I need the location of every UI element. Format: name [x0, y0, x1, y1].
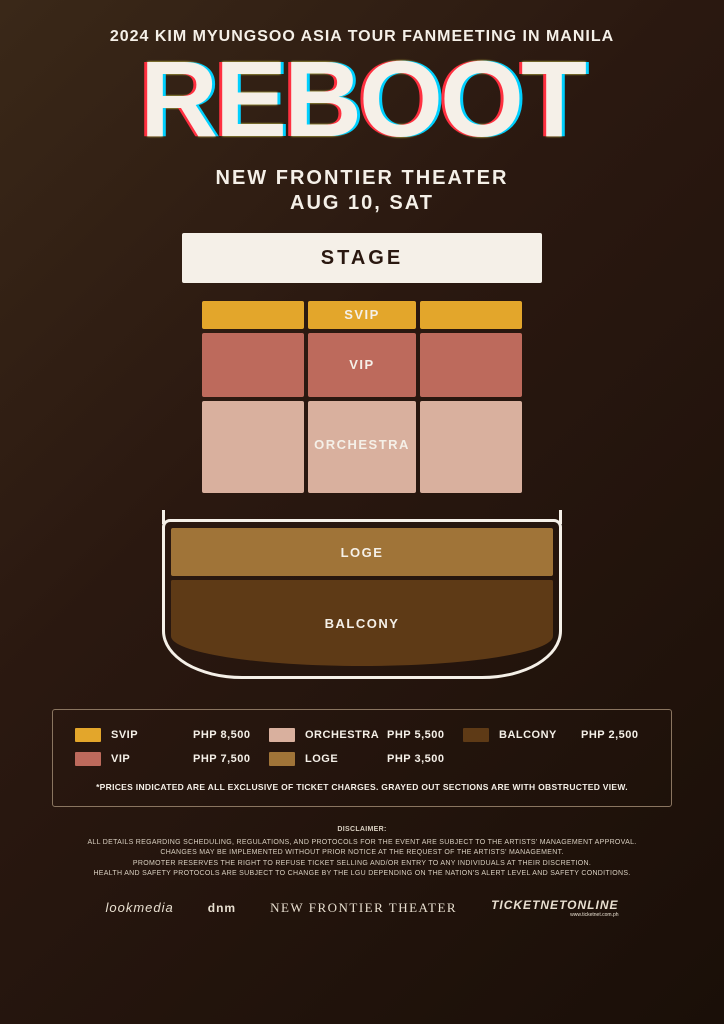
- floor-sections: SVIP VIP ORCHESTRA: [202, 301, 522, 493]
- orchestra-right: [420, 401, 522, 493]
- legend-name: BALCONY: [499, 729, 571, 741]
- sponsor-dnm: dnm: [208, 901, 236, 915]
- legend-item-orchestra: ORCHESTRA PHP 5,500: [269, 728, 455, 742]
- upper-sections: LOGE BALCONY: [162, 519, 562, 679]
- vip-right: [420, 333, 522, 397]
- stage-box: STAGE: [182, 233, 542, 283]
- legend-price: PHP 3,500: [387, 753, 445, 765]
- legend-price: PHP 7,500: [193, 753, 251, 765]
- legend-name: LOGE: [305, 753, 377, 765]
- seating-map: STAGE SVIP VIP ORCHESTRA LOGE: [142, 233, 582, 679]
- legend-price: PHP 8,500: [193, 729, 251, 741]
- swatch-orchestra: [269, 728, 295, 742]
- vip-left: [202, 333, 304, 397]
- disclaimer-heading: DISCLAIMER:: [87, 825, 636, 836]
- main-title: REBOOT: [140, 50, 584, 147]
- legend-item-svip: SVIP PHP 8,500: [75, 728, 261, 742]
- loge-box: LOGE: [171, 528, 553, 576]
- legend-price: PHP 5,500: [387, 729, 445, 741]
- legend-name: VIP: [111, 753, 183, 765]
- venue-block: NEW FRONTIER THEATER AUG 10, SAT: [216, 167, 509, 215]
- disclaimer: DISCLAIMER: ALL DETAILS REGARDING SCHEDU…: [87, 825, 636, 880]
- venue-date: AUG 10, SAT: [216, 192, 509, 215]
- swatch-vip: [75, 752, 101, 766]
- swatch-balcony: [463, 728, 489, 742]
- legend-item-balcony: BALCONY PHP 2,500: [463, 728, 649, 742]
- disclaimer-line: ALL DETAILS REGARDING SCHEDULING, REGULA…: [87, 838, 636, 849]
- sponsor-new-frontier: NEW FRONTIER THEATER: [270, 900, 457, 916]
- swatch-svip: [75, 728, 101, 742]
- sponsor-ticketnet: TICKETNETONLINE www.ticketnet.com.ph: [491, 898, 618, 918]
- vip-center: [308, 333, 415, 397]
- disclaimer-line: PROMOTER RESERVES THE RIGHT TO REFUSE TI…: [87, 859, 636, 870]
- legend-item-vip: VIP PHP 7,500: [75, 752, 261, 766]
- svip-left: [202, 301, 304, 329]
- legend-name: ORCHESTRA: [305, 729, 377, 741]
- pricing-legend: SVIP PHP 8,500 ORCHESTRA PHP 5,500 BALCONY PH…: [52, 709, 672, 807]
- legend-item-loge: LOGE PHP 3,500: [269, 752, 455, 766]
- orchestra-center: [308, 401, 415, 493]
- legend-name: SVIP: [111, 729, 183, 741]
- orchestra-left: [202, 401, 304, 493]
- balcony-box: BALCONY: [171, 580, 553, 666]
- sponsor-lookmedia: lookmedia: [105, 900, 173, 915]
- disclaimer-line: HEALTH AND SAFETY PROTOCOLS ARE SUBJECT …: [87, 869, 636, 880]
- svip-right: [420, 301, 522, 329]
- pricing-note: *PRICES INDICATED ARE ALL EXCLUSIVE OF T…: [75, 782, 649, 792]
- svip-center: [308, 301, 415, 329]
- legend-price: PHP 2,500: [581, 729, 639, 741]
- swatch-loge: [269, 752, 295, 766]
- venue-name: NEW FRONTIER THEATER: [216, 167, 509, 190]
- sponsors-row: lookmedia dnm NEW FRONTIER THEATER TICKE…: [105, 898, 618, 918]
- disclaimer-line: CHANGES MAY BE IMPLEMENTED WITHOUT PRIOR…: [87, 848, 636, 859]
